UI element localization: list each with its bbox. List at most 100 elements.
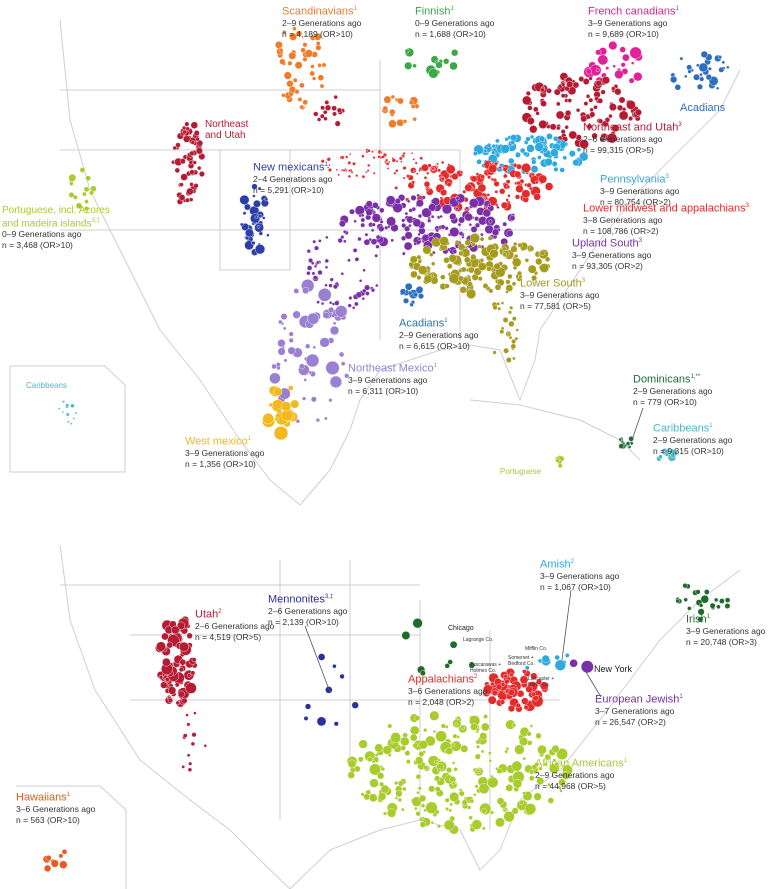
dot-pennsylvania: [530, 165, 539, 174]
dot-african-americans: [503, 810, 515, 823]
dot-lower-midwest: [340, 168, 344, 172]
dot-african-americans: [549, 763, 560, 774]
dot-african-americans: [480, 722, 490, 732]
dot-lower-south: [510, 343, 517, 350]
dot-appalachians: [491, 689, 498, 697]
dot-african-americans: [445, 807, 449, 811]
dot-northeast-utah: [597, 118, 604, 124]
dot-african-americans: [451, 781, 456, 785]
dot-northeast-utah: [179, 182, 184, 187]
dot-northeast-mexico: [277, 339, 286, 348]
dot-upland-south: [455, 196, 460, 201]
dot-african-americans: [347, 759, 357, 769]
label-superscript: 1: [324, 162, 328, 168]
label-generations: 2–6 Generations ago: [195, 620, 275, 631]
dot-upland-south: [371, 222, 376, 227]
dot-scandinavians: [278, 47, 284, 53]
dot-northeast-utah: [572, 81, 580, 89]
dot-lower-midwest: [328, 163, 331, 167]
dot-lower-midwest: [326, 157, 331, 162]
dot-lower-midwest: [526, 182, 532, 188]
dot-african-americans: [368, 793, 378, 803]
dot-upland-south: [416, 193, 420, 198]
label-title: Upland South: [572, 237, 639, 250]
dot-scandinavians: [408, 100, 414, 106]
dot-irish: [724, 597, 731, 603]
map-boundary: [9, 365, 126, 473]
dot-pennsylvania: [476, 158, 482, 165]
dot-upland-south: [441, 204, 453, 215]
dot-northeast-utah: [186, 187, 194, 196]
dot-lower-midwest: [515, 184, 524, 193]
dot-northeast-utah: [634, 108, 642, 116]
dot-pennsylvania: [510, 134, 518, 142]
label-superscript: 1: [66, 792, 71, 798]
dot-lower-south: [459, 286, 467, 294]
dot-african-americans: [522, 756, 527, 761]
dot-african-americans: [415, 756, 424, 765]
dot-lower-midwest: [502, 173, 508, 179]
dot-african-americans: [460, 744, 469, 753]
dot-african-americans: [449, 802, 453, 807]
dot-african-americans: [490, 810, 495, 815]
dot-acadians: [721, 60, 726, 65]
dot-upland-south: [334, 300, 340, 306]
dot-african-americans: [369, 763, 381, 776]
dot-upland-south: [365, 208, 373, 216]
dot-irish: [687, 606, 692, 611]
dot-northeast-utah: [178, 194, 186, 201]
dot-dominicans: [625, 441, 631, 446]
dot-african-americans: [380, 784, 390, 794]
dot-african-americans: [456, 715, 461, 720]
dot-hawaiians: [58, 853, 64, 859]
dot-upland-south: [430, 214, 435, 219]
dot-lower-midwest: [436, 165, 439, 169]
label-generations: 3–9 Generations ago: [588, 17, 668, 28]
dot-african-americans: [397, 780, 404, 787]
label-sample-size: n = 1,688 (OR>10): [415, 28, 486, 39]
label-superscript: 2: [218, 609, 222, 615]
dot-lower-midwest: [393, 171, 397, 175]
dot-lower-midwest: [521, 189, 531, 199]
dot-african-americans: [395, 790, 403, 798]
dot-lower-south: [446, 263, 453, 270]
dot-lower-south: [500, 301, 505, 305]
dot-new-mexicans: [262, 216, 266, 220]
dot-acadians: [693, 73, 700, 81]
dot-upland-south: [338, 220, 346, 228]
dot-utah: [186, 722, 191, 727]
dot-west-mexico: [274, 416, 280, 422]
dot-african-americans: [481, 826, 486, 831]
dot-finnish: [412, 63, 417, 69]
dot-scandinavians: [299, 82, 305, 89]
dot-upland-south: [474, 222, 481, 228]
label-sample-size: n = 4,519 (OR>5): [195, 631, 262, 642]
dot-finnish: [404, 48, 410, 54]
dot-upland-south: [325, 235, 329, 240]
label-superscript: 1: [247, 436, 252, 442]
dot-lower-midwest: [470, 175, 478, 183]
dot-northeast-utah: [189, 150, 195, 157]
dot-lower-midwest: [365, 171, 368, 174]
dot-african-americans: [449, 791, 460, 802]
dot-utah: [176, 621, 186, 630]
dot-pennsylvania: [534, 142, 544, 152]
label-superscript: 1: [433, 363, 437, 369]
dot-caribbeans: [670, 453, 676, 459]
dot-northeast-mexico: [332, 321, 337, 326]
dot-northeast-mexico: [288, 331, 294, 337]
label-sample-size: n = 6,615 (OR>10): [399, 340, 470, 351]
dot-upland-south: [375, 244, 380, 249]
dot-finnish: [451, 49, 459, 57]
dot-african-americans: [461, 799, 468, 806]
dot-upland-south: [379, 219, 384, 224]
dot-upland-south: [468, 222, 473, 227]
dot-pennsylvania: [553, 166, 559, 172]
dot-northeast-mexico: [269, 372, 281, 384]
dot-scandinavians: [382, 105, 388, 112]
dot-lower-south: [439, 236, 449, 246]
dot-african-americans: [443, 819, 455, 831]
label-mennonites: Mennonites3,‡ 2–6 Generations ago n = 2,13…: [268, 592, 347, 628]
dot-northeast-utah: [575, 107, 581, 113]
dot-upland-south: [360, 222, 366, 228]
